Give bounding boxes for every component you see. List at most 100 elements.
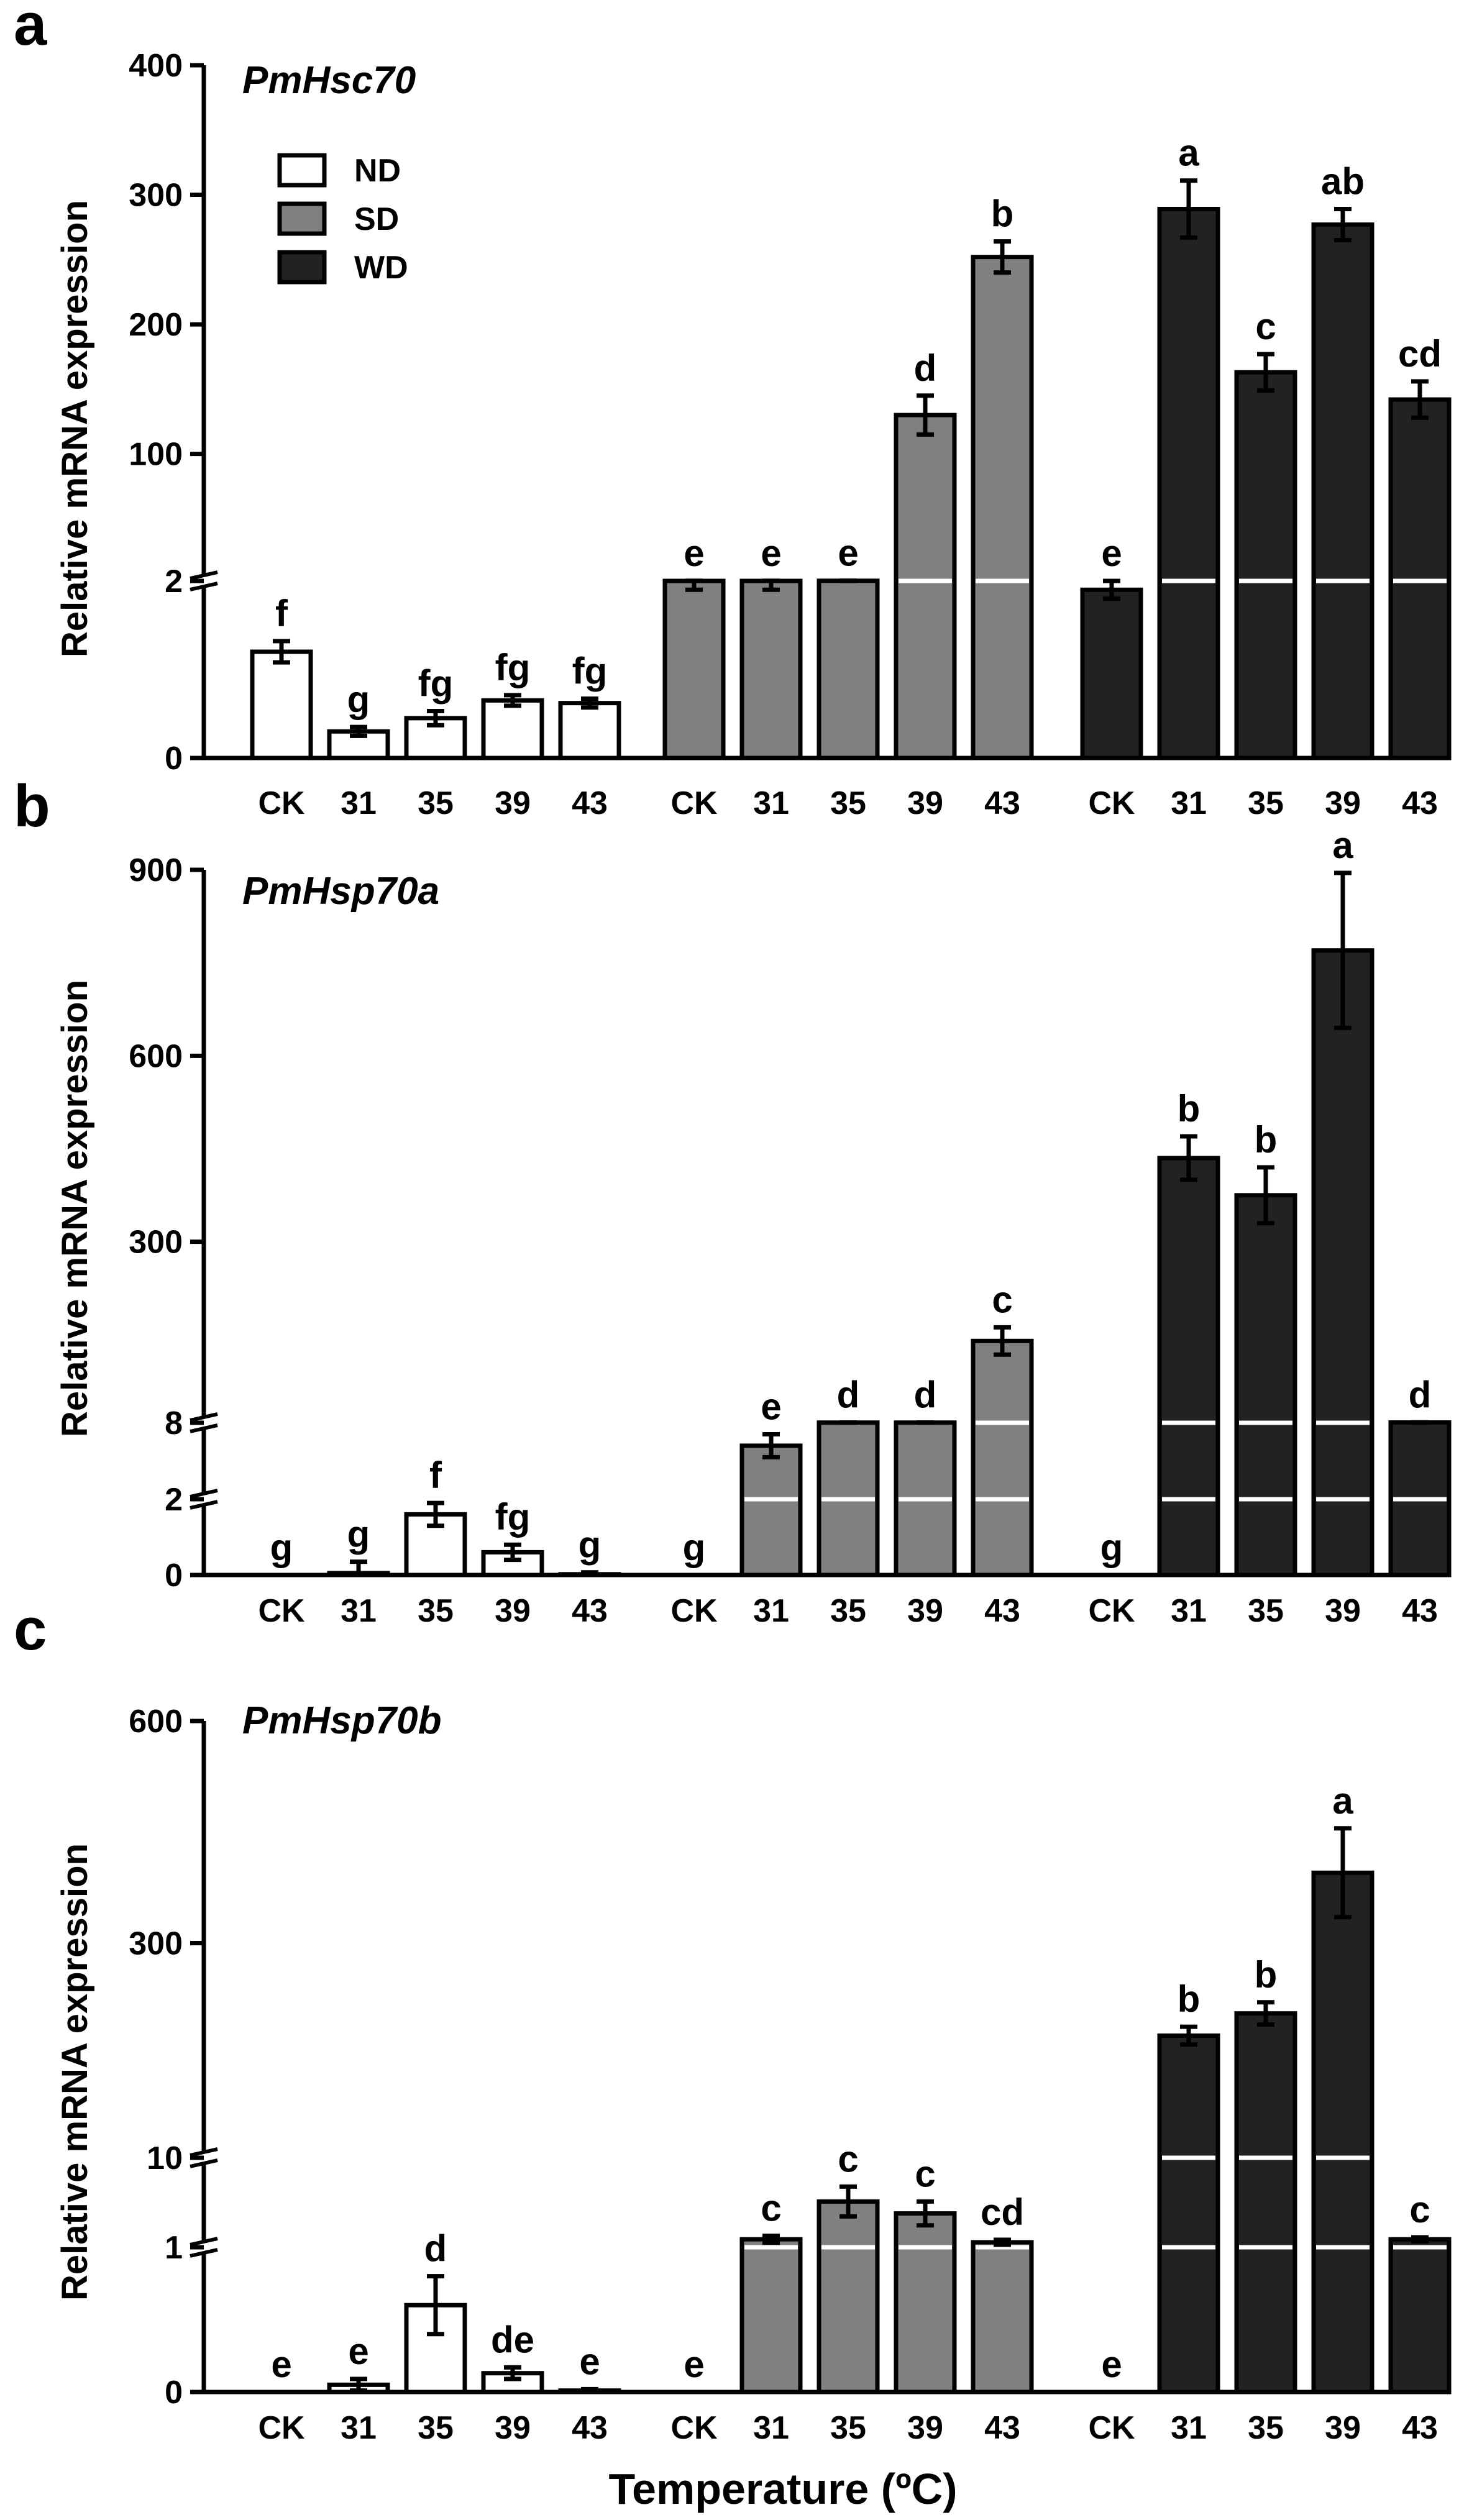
significance-label: de — [491, 2319, 534, 2360]
bar — [404, 716, 467, 760]
significance-label: fg — [572, 651, 608, 692]
y-axis-label-a: Relative mRNA expression — [55, 200, 95, 657]
bar — [739, 2237, 803, 2394]
panel-letter-a: a — [14, 0, 47, 58]
significance-label: cd — [1398, 333, 1442, 375]
bar — [894, 2211, 957, 2394]
significance-label: e — [579, 2340, 600, 2382]
significance-label: cd — [981, 2191, 1024, 2233]
y-tick-label: 2 — [165, 564, 183, 600]
bar — [1234, 2011, 1297, 2394]
significance-label: b — [1178, 1088, 1201, 1130]
y-tick-label: 0 — [165, 1558, 183, 1594]
significance-label: fg — [495, 1496, 531, 1538]
significance-label: f — [429, 1454, 442, 1496]
significance-label: c — [761, 2188, 781, 2229]
x-tick-label: 43 — [572, 785, 608, 821]
x-tick-label: 39 — [907, 785, 943, 821]
x-tick-label: 31 — [753, 1593, 789, 1629]
x-tick-label: 35 — [830, 1593, 866, 1629]
significance-label: e — [271, 2344, 291, 2385]
significance-label: c — [1409, 2189, 1430, 2230]
x-tick-label: CK — [258, 1593, 305, 1629]
x-tick-label: 39 — [495, 785, 531, 821]
significance-label: e — [1101, 2344, 1122, 2385]
axis-break-mark — [190, 2248, 218, 2258]
y-tick-label: 600 — [129, 1704, 183, 1740]
x-tick-label: 31 — [1171, 2410, 1207, 2446]
x-tick-label: 43 — [984, 2410, 1020, 2446]
bar — [327, 729, 390, 760]
x-tick-label: 35 — [1248, 2410, 1284, 2446]
bar — [1080, 587, 1143, 760]
significance-label: e — [684, 2344, 704, 2385]
x-tick-label: 35 — [830, 2410, 866, 2446]
x-tick-label: 43 — [984, 1593, 1020, 1629]
x-axis-label: Temperature (ºC) — [608, 2465, 957, 2513]
legend: ND SD WD — [277, 153, 408, 286]
bar — [739, 1443, 803, 1577]
axis-break-mark — [190, 1489, 218, 1499]
x-tick-label: 31 — [341, 785, 377, 821]
bar — [1311, 948, 1375, 1577]
legend-swatch-nd — [277, 153, 327, 188]
legend-label-sd: SD — [354, 201, 399, 237]
x-tick-label: CK — [670, 1593, 718, 1629]
significance-label: g — [1100, 1527, 1123, 1568]
x-tick-label: CK — [1088, 2410, 1135, 2446]
x-tick-label: 35 — [1248, 1593, 1284, 1629]
significance-label: e — [684, 532, 704, 574]
x-tick-label: CK — [670, 785, 718, 821]
y-axis-label-b: Relative mRNA expression — [55, 980, 95, 1437]
significance-label: c — [992, 1279, 1012, 1320]
axis-break-mark — [190, 1500, 218, 1510]
x-tick-label: 43 — [572, 2410, 608, 2446]
significance-label: g — [579, 1524, 601, 1566]
gene-title-b: PmHsp70a — [242, 870, 439, 913]
x-tick-label: 35 — [418, 2410, 454, 2446]
axis-break-mark — [190, 2237, 218, 2247]
bar — [894, 413, 957, 760]
significance-label: e — [761, 1386, 781, 1427]
x-tick-label: CK — [1088, 1593, 1135, 1629]
gene-title-a: PmHsc70 — [242, 59, 416, 102]
x-tick-label: CK — [258, 785, 305, 821]
x-tick-label: 31 — [753, 785, 789, 821]
significance-label: a — [1332, 1780, 1353, 1822]
bar — [971, 2240, 1034, 2394]
x-tick-label: 43 — [1402, 2410, 1438, 2446]
panel-b: b PmHsp70a Relative mRNA expression 0 2 8 3… — [14, 773, 1452, 1629]
significance-label: a — [1332, 824, 1353, 866]
bar — [1157, 2033, 1220, 2394]
panel-c: c PmHsp70b Relative mRNA expression Temp… — [14, 1596, 1452, 2513]
significance-label: b — [1255, 1119, 1278, 1161]
y-tick-label: 0 — [165, 2375, 183, 2411]
legend-label-nd: ND — [354, 153, 401, 189]
significance-label: d — [914, 1374, 937, 1416]
bar — [816, 578, 880, 760]
y-tick-label: 10 — [147, 2140, 183, 2176]
bar — [971, 255, 1034, 760]
y-tick-label: 400 — [129, 48, 183, 84]
significance-label: c — [1255, 306, 1276, 347]
significance-label: g — [270, 1527, 293, 1568]
x-tick-label: 39 — [1325, 2410, 1361, 2446]
x-tick-label: 31 — [753, 2410, 789, 2446]
y-tick-label: 300 — [129, 178, 183, 214]
bar — [1311, 222, 1375, 760]
significance-label: e — [348, 2331, 368, 2372]
axis-break-mark — [190, 582, 218, 591]
panel-letter-b: b — [14, 773, 50, 839]
significance-label: e — [1101, 532, 1122, 574]
x-tick-label: 39 — [1325, 1593, 1361, 1629]
bar — [1311, 1870, 1375, 2394]
x-tick-label: 31 — [1171, 785, 1207, 821]
x-tick-label: 35 — [418, 785, 454, 821]
x-tick-label: 31 — [341, 1593, 377, 1629]
significance-label: d — [1409, 1374, 1432, 1415]
x-tick-label: 39 — [1325, 785, 1361, 821]
legend-swatch-wd — [277, 250, 327, 285]
y-tick-label: 100 — [129, 437, 183, 473]
panel-letter-c: c — [14, 1596, 47, 1663]
bar — [1234, 370, 1297, 760]
